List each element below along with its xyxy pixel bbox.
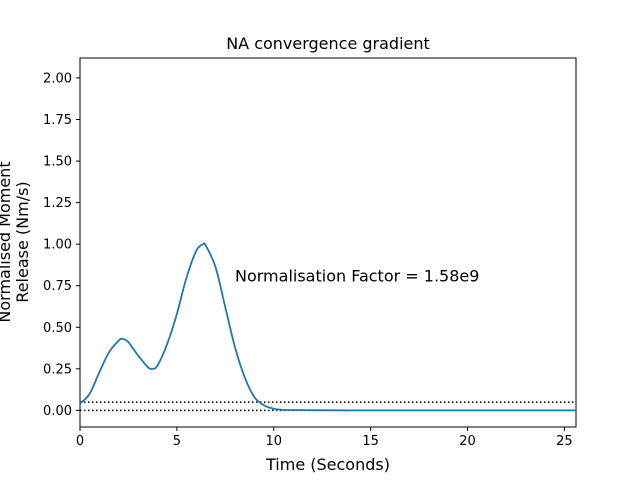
y-tick-label: 0.50 <box>43 321 72 336</box>
y-tick-label: 1.25 <box>43 196 72 211</box>
series-line-0 <box>79 242 576 412</box>
y-axis-label-line-2: Release (Nm/s) <box>13 181 32 302</box>
y-tick-label: 1.50 <box>43 155 72 170</box>
y-tick-label: 2.00 <box>43 71 72 86</box>
y-axis-label: Normalised Moment Release (Nm/s) <box>0 161 32 322</box>
x-axis-ticks: 0 5 10 15 20 25 <box>76 427 573 449</box>
y-tick-label: 0.25 <box>43 362 72 377</box>
x-tick-label: 5 <box>173 434 181 449</box>
reference-lines <box>80 401 576 412</box>
y-tick-label: 1.75 <box>43 113 72 128</box>
x-tick-label: 10 <box>265 434 282 449</box>
y-axis-label-line-1: Normalised Moment <box>0 161 14 322</box>
x-axis-label: Time (Seconds) <box>265 455 390 474</box>
x-tick-label: 0 <box>76 434 84 449</box>
x-tick-label: 15 <box>362 434 379 449</box>
y-axis-ticks: 0.00 0.25 0.50 0.75 1.00 1.25 1.50 1.75 2.00 <box>43 71 80 419</box>
chart-title: NA convergence gradient <box>226 34 430 53</box>
x-tick-label: 20 <box>459 434 476 449</box>
normalisation-annotation: Normalisation Factor = 1.58e9 <box>235 267 479 286</box>
x-tick-label: 25 <box>556 434 573 449</box>
plot-area <box>79 57 577 428</box>
y-tick-label: 0.00 <box>43 404 72 419</box>
y-tick-label: 1.00 <box>43 238 72 253</box>
series-layer <box>79 242 576 412</box>
y-tick-label: 0.75 <box>43 279 72 294</box>
